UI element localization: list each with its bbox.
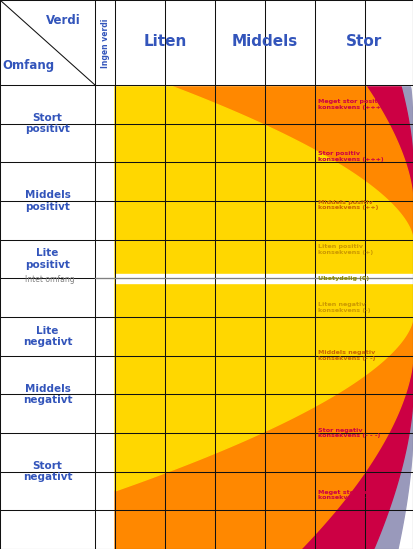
Text: Middels: Middels <box>232 35 298 49</box>
Text: Middels
negativt: Middels negativt <box>23 384 72 405</box>
Text: Liten positiv
konsekvens (+): Liten positiv konsekvens (+) <box>318 244 373 255</box>
Polygon shape <box>115 317 413 549</box>
Text: Middels
positivt: Middels positivt <box>24 190 71 212</box>
Polygon shape <box>115 85 413 240</box>
Polygon shape <box>115 85 413 201</box>
Text: Ingen verdi: Ingen verdi <box>100 18 109 68</box>
Polygon shape <box>115 278 413 491</box>
Text: Stort
positivt: Stort positivt <box>25 113 70 135</box>
Text: Omfang: Omfang <box>2 59 55 71</box>
Polygon shape <box>115 356 413 549</box>
Text: Stor: Stor <box>346 35 382 49</box>
Text: Lite
negativt: Lite negativt <box>23 326 72 347</box>
Text: Lite
positivt: Lite positivt <box>25 248 70 270</box>
Text: Stor positiv
konsekvens (+++): Stor positiv konsekvens (+++) <box>318 151 384 162</box>
Polygon shape <box>115 85 413 163</box>
Polygon shape <box>115 394 413 549</box>
Text: Middels positiv
konsekvens (++): Middels positiv konsekvens (++) <box>318 200 378 210</box>
Text: Liten: Liten <box>143 35 187 49</box>
Text: Intet omfang: Intet omfang <box>25 274 74 284</box>
Polygon shape <box>115 85 413 278</box>
Text: Verdi: Verdi <box>46 14 81 26</box>
Text: Meget stor negativ
konsekvens (- - - -): Meget stor negativ konsekvens (- - - -) <box>318 490 387 500</box>
Text: Meget stor positiv
konsekvens (++++): Meget stor positiv konsekvens (++++) <box>318 99 389 110</box>
Text: Ubetydelig (0): Ubetydelig (0) <box>318 276 369 281</box>
Text: Middels negativ
konsekvens (- -): Middels negativ konsekvens (- -) <box>318 350 375 361</box>
Text: Liten negativ
konsekvens (-): Liten negativ konsekvens (-) <box>318 302 370 312</box>
Text: Stor negativ
konsekvens (- - -): Stor negativ konsekvens (- - -) <box>318 428 380 438</box>
Bar <box>0 0 413 85</box>
Bar <box>115 274 413 283</box>
Text: Stort
negativt: Stort negativt <box>23 461 72 483</box>
